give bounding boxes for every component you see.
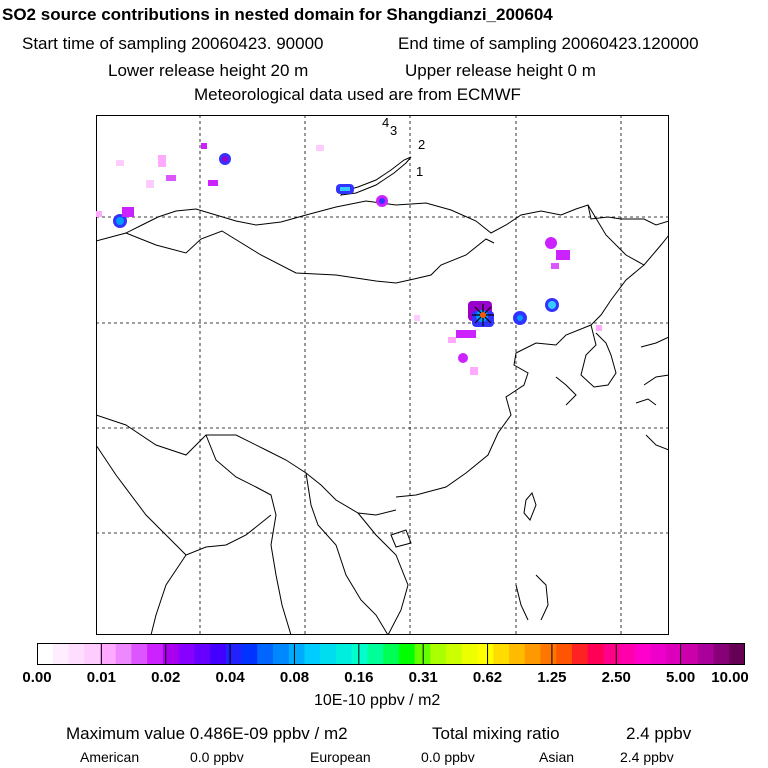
colorbar-cell — [477, 643, 494, 665]
colorbar-cell — [729, 643, 745, 665]
colorbar-cell — [571, 643, 589, 665]
colorbar-cell — [682, 643, 699, 665]
colorbar-tick-label: 0.00 — [22, 669, 52, 686]
colorbar-cell — [52, 643, 69, 665]
colorbar-cell — [84, 643, 101, 665]
colorbar-cell — [619, 643, 636, 665]
colorbar-cell — [430, 643, 447, 665]
colorbar-cell — [304, 643, 321, 665]
colorbar-cell — [666, 643, 683, 665]
colorbar-tick-label: 0.08 — [279, 669, 310, 686]
met-source-label: Meteorological data used are from ECMWF — [194, 85, 521, 104]
colorbar-cell — [587, 643, 604, 665]
asian-value: 2.4 ppbv — [620, 749, 674, 765]
colorbar-cell — [273, 643, 290, 665]
colorbar-cell — [147, 643, 164, 665]
colorbar-cell — [99, 643, 117, 665]
colorbar-cell — [493, 643, 510, 665]
american-value: 0.0 ppbv — [190, 749, 244, 765]
colorbar-cell — [603, 643, 620, 665]
page-title: SO2 source contributions in nested domai… — [2, 5, 553, 24]
colorbar-cell — [320, 643, 337, 665]
trajectory-label-4: 4 — [382, 115, 389, 130]
coastline-borders — [96, 156, 669, 635]
colorbar-tick-label: 0.02 — [151, 669, 181, 686]
colorbar-cell — [383, 643, 400, 665]
colorbar-cell — [68, 643, 85, 665]
colorbar-cell — [713, 643, 730, 665]
receptor-marker — [472, 304, 494, 326]
colorbar-cell — [556, 643, 573, 665]
colorbar-cell — [524, 643, 541, 665]
colorbar-tick-label: 5.00 — [666, 669, 696, 686]
colorbar-cell — [241, 643, 258, 665]
lower-release-height-label: Lower release height 20 m — [108, 61, 309, 80]
colorbar-cell — [634, 643, 652, 665]
map-gridlines — [96, 115, 669, 635]
colorbar-cell — [461, 643, 479, 665]
colorbar-cell — [335, 643, 353, 665]
end-time-label: End time of sampling 20060423.120000 — [398, 34, 699, 53]
start-time-label: Start time of sampling 20060423. 90000 — [22, 34, 324, 53]
colorbar-frame — [37, 643, 745, 665]
map-frame — [96, 115, 669, 635]
trajectory-labels: 4 3 2 1 — [382, 115, 425, 179]
total-mixing-ratio-value: 2.4 ppbv — [626, 724, 692, 743]
colorbar-cell — [351, 643, 368, 665]
colorbar — [37, 643, 745, 665]
colorbar-cell — [37, 643, 54, 665]
colorbar-tick-label: 0.16 — [344, 669, 374, 686]
colorbar-tick-dividers — [100, 643, 682, 665]
colorbar-cell — [697, 643, 715, 665]
colorbar-cell — [225, 643, 243, 665]
colorbar-tick-label: 0.01 — [86, 669, 116, 686]
colorbar-cell — [162, 643, 180, 665]
upper-release-height-label: Upper release height 0 m — [405, 61, 596, 80]
maximum-value-label: Maximum value 0.486E-09 ppbv / m2 — [66, 724, 348, 743]
colorbar-tick-label: 1.25 — [537, 669, 567, 686]
colorbar-cell — [398, 643, 416, 665]
european-label: European — [310, 749, 371, 765]
trajectory-label-2: 2 — [418, 137, 425, 152]
colorbar-cell — [540, 643, 557, 665]
total-mixing-ratio-label: Total mixing ratio — [432, 724, 560, 743]
colorbar-cell — [446, 643, 463, 665]
colorbar-cells — [37, 643, 745, 665]
colorbar-cell — [288, 643, 305, 665]
colorbar-cell — [650, 643, 667, 665]
colorbar-tick-label: 0.62 — [472, 669, 503, 686]
colorbar-units-label: 10E-10 ppbv / m2 — [314, 692, 441, 709]
trajectory-label-3: 3 — [390, 123, 397, 138]
trajectory-label-1: 1 — [416, 164, 423, 179]
colorbar-cell — [115, 643, 132, 665]
colorbar-cell — [131, 643, 148, 665]
colorbar-tick-label: 0.31 — [408, 669, 438, 686]
colorbar-tick-label: 10.00 — [711, 669, 749, 686]
colorbar-tick-label: 0.04 — [215, 669, 245, 686]
european-value: 0.0 ppbv — [421, 749, 475, 765]
american-label: American — [80, 749, 140, 765]
colorbar-cell — [178, 643, 195, 665]
colorbar-cell — [194, 643, 211, 665]
map-panel: 4 3 2 1 — [96, 115, 669, 635]
plume-concentration-patches — [96, 143, 602, 375]
colorbar-tick-label: 2.50 — [601, 669, 631, 686]
colorbar-cell — [210, 643, 227, 665]
colorbar-cell — [257, 643, 274, 665]
colorbar-cell — [509, 643, 526, 665]
asian-label: Asian — [539, 749, 575, 765]
colorbar-cell — [367, 643, 384, 665]
